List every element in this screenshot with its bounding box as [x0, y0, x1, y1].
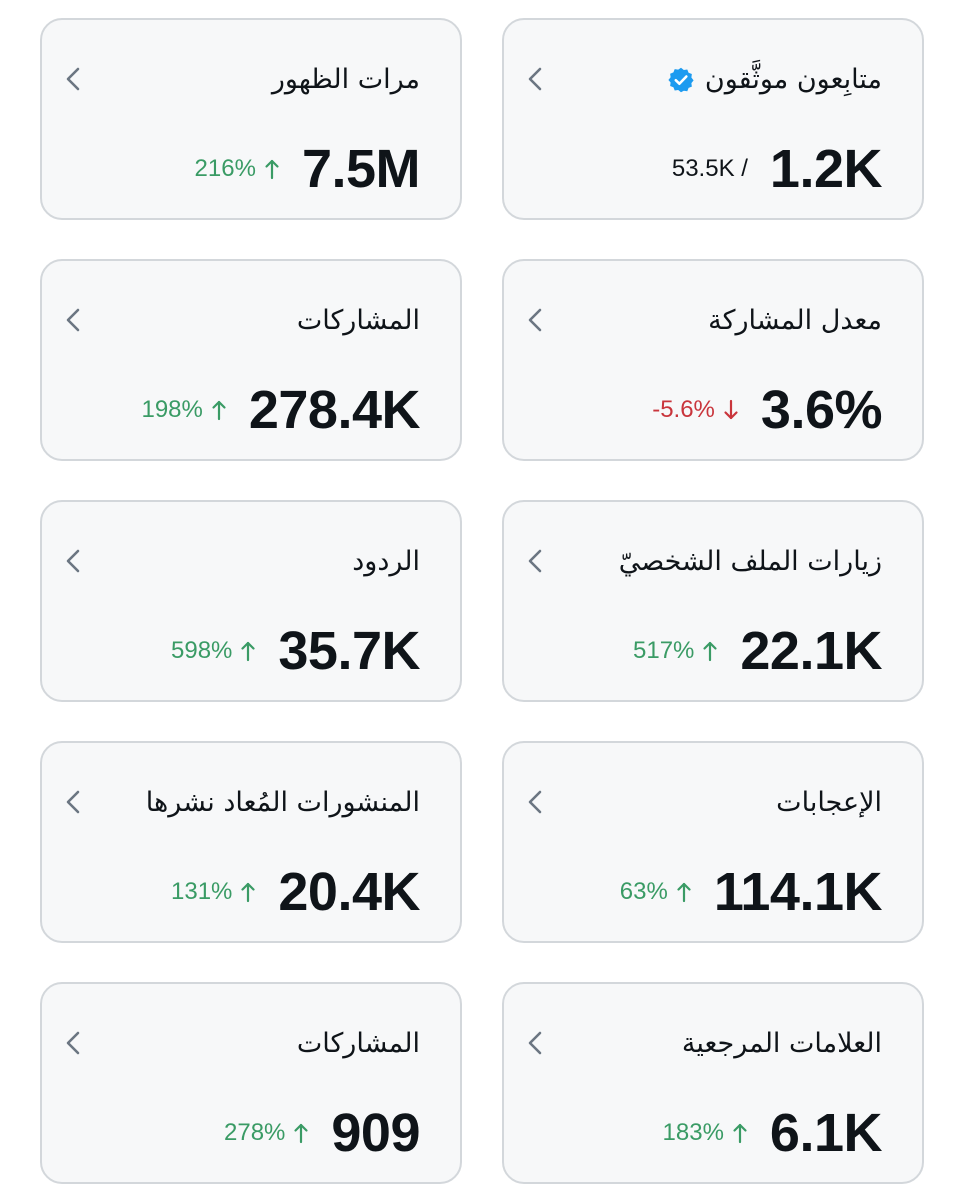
arrow-up-icon [241, 641, 255, 662]
card-title: العلامات المرجعية [682, 1024, 882, 1064]
card-title-text: الإعجابات [776, 787, 882, 818]
card-impressions[interactable]: مرات الظهور 216% 7.5M [40, 18, 462, 220]
card-bookmarks[interactable]: العلامات المرجعية 183% 6.1K [502, 982, 924, 1184]
arrow-up-icon [265, 159, 279, 180]
value-row: 517% 22.1K [633, 610, 882, 692]
arrow-up-icon [677, 882, 691, 903]
arrow-up-icon [212, 400, 226, 421]
card-title: معدل المشاركة [708, 301, 882, 341]
metric-value: 22.1K [740, 621, 882, 681]
change-indicator: 63% [620, 878, 692, 906]
card-title-text: المشاركات [296, 305, 420, 336]
chevron-left-icon [66, 1031, 80, 1055]
change-indicator: 183% [663, 1119, 748, 1147]
chevron-left-icon [66, 549, 80, 573]
card-title-text: الردود [352, 546, 420, 577]
card-shares[interactable]: المشاركات 278% 909 [40, 982, 462, 1184]
change-percent: 598% [171, 637, 233, 664]
value-row: 131% 20.4K [171, 851, 420, 933]
card-title: الإعجابات [776, 783, 882, 823]
chevron-left-icon [528, 308, 542, 332]
arrow-up-icon [241, 882, 255, 903]
total-followers: 53.5K / [671, 155, 748, 182]
card-likes[interactable]: الإعجابات 63% 114.1K [502, 741, 924, 943]
verified-badge-icon [668, 67, 694, 93]
chevron-left-icon [66, 67, 80, 91]
change-indicator: 517% [633, 637, 718, 665]
change-indicator: 216% [195, 155, 280, 183]
metric-value: 114.1K [713, 862, 883, 922]
change-percent: 63% [619, 878, 668, 905]
chevron-left-icon [528, 790, 542, 814]
arrow-up-icon [703, 641, 717, 662]
value-row: 216% 7.5M [195, 128, 421, 210]
change-percent: -5.6% [652, 396, 715, 423]
card-engagements[interactable]: المشاركات 198% 278.4K [40, 259, 462, 461]
card-profile-visits[interactable]: زيارات الملف الشخصيّ 517% 22.1K [502, 500, 924, 702]
card-title-text: العلامات المرجعية [681, 1028, 882, 1059]
chevron-left-icon [528, 549, 542, 573]
card-engagement-rate[interactable]: معدل المشاركة -5.6% 3.6% [502, 259, 924, 461]
change-percent: 131% [171, 878, 233, 905]
card-title-text: متابِعون موثَّقون [704, 64, 882, 95]
value-row: 278% 909 [224, 1092, 420, 1174]
metric-value: 3.6% [760, 380, 883, 440]
chevron-left-icon [528, 67, 542, 91]
metric-value: 7.5M [301, 139, 421, 199]
arrow-up-icon [733, 1123, 747, 1144]
arrow-up-icon [294, 1123, 308, 1144]
value-row: 183% 6.1K [663, 1092, 883, 1174]
card-title: المشاركات [297, 1024, 420, 1064]
change-percent: 278% [224, 1119, 286, 1146]
value-row: 63% 114.1K [620, 851, 883, 933]
change-percent: 183% [662, 1119, 724, 1146]
change-percent: 517% [633, 637, 695, 664]
card-title-text: المشاركات [296, 1028, 420, 1059]
card-title-text: مرات الظهور [271, 64, 420, 95]
card-title: متابِعون موثَّقون [667, 60, 882, 100]
change-indicator: 131% [171, 878, 256, 906]
metric-value: 20.4K [278, 862, 420, 922]
chevron-left-icon [528, 1031, 542, 1055]
value-row: 198% 278.4K [141, 369, 420, 451]
card-verified-followers[interactable]: متابِعون موثَّقون 53.5K / 1.2K [502, 18, 924, 220]
arrow-down-icon [724, 399, 738, 420]
chevron-left-icon [66, 790, 80, 814]
card-title: المشاركات [297, 301, 420, 341]
metric-value: 278.4K [248, 380, 421, 440]
metric-value: 35.7K [278, 621, 420, 681]
change-percent: 198% [141, 396, 203, 423]
card-reposts[interactable]: المنشورات المُعاد نشرها 131% 20.4K [40, 741, 462, 943]
value-row: 53.5K / 1.2K [671, 128, 883, 210]
card-title: مرات الظهور [272, 60, 420, 100]
value-row: 598% 35.7K [171, 610, 420, 692]
card-title-text: زيارات الملف الشخصيّ [618, 546, 882, 577]
change-indicator: -5.6% [652, 396, 739, 424]
metric-value: 909 [331, 1103, 420, 1163]
chevron-left-icon [66, 308, 80, 332]
value-row: -5.6% 3.6% [652, 369, 882, 451]
change-percent: 216% [194, 155, 256, 182]
card-title: المنشورات المُعاد نشرها [146, 783, 420, 823]
change-indicator: 198% [141, 396, 226, 424]
change-indicator: 598% [171, 637, 256, 665]
card-title: الردود [352, 542, 420, 582]
card-title: زيارات الملف الشخصيّ [619, 542, 882, 582]
change-indicator: 278% [224, 1119, 309, 1147]
card-title-text: المنشورات المُعاد نشرها [145, 787, 420, 818]
metric-value: 1.2K [769, 139, 883, 199]
card-replies[interactable]: الردود 598% 35.7K [40, 500, 462, 702]
card-title-text: معدل المشاركة [708, 305, 882, 336]
metric-value: 6.1K [769, 1103, 883, 1163]
